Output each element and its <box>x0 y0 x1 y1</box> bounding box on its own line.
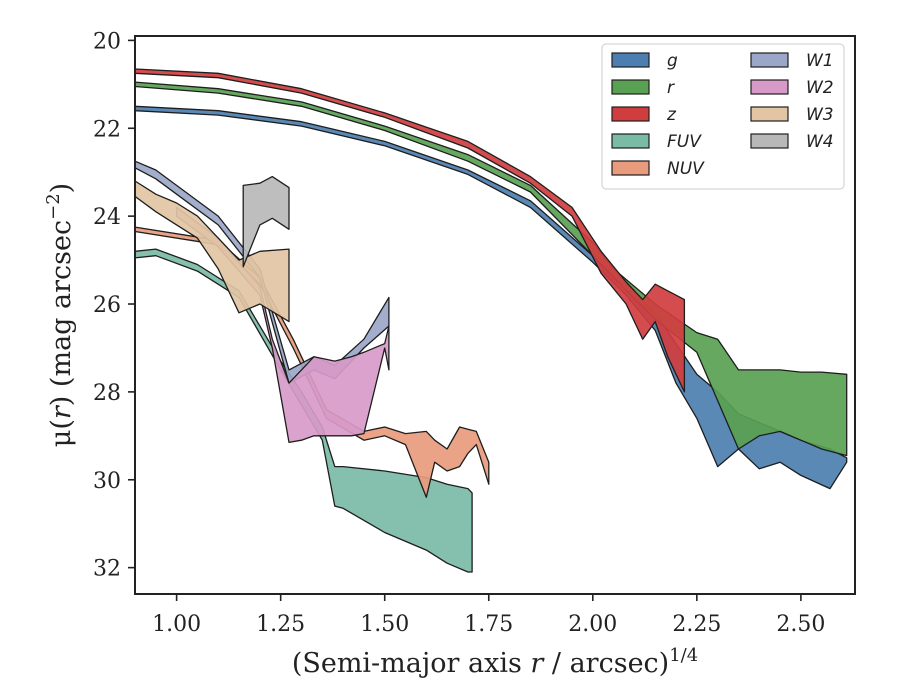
legend-swatch <box>750 106 789 122</box>
x-tick-label: 1.75 <box>464 612 513 637</box>
legend-swatch <box>611 52 650 68</box>
y-tick-label: 20 <box>93 29 121 54</box>
legend-label: z <box>666 105 677 125</box>
y-tick-label: 22 <box>93 117 121 142</box>
legend-label: NUV <box>667 159 705 179</box>
legend-label: g <box>667 51 678 71</box>
band-r <box>134 81 848 457</box>
x-axis: 1.00 1.25 1.50 1.75 2.00 2.25 2.50 <box>152 594 825 637</box>
x-tick-label: 2.00 <box>568 612 617 637</box>
x-tick-label: 2.25 <box>672 612 721 637</box>
y-axis: 20 22 24 26 28 30 32 <box>93 29 135 582</box>
legend-swatch <box>611 160 650 176</box>
legend-label: W4 <box>806 132 834 152</box>
legend-swatch <box>750 133 789 149</box>
legend-swatch <box>611 133 650 149</box>
legend-label: W1 <box>806 51 834 71</box>
y-tick-label: 24 <box>93 205 121 230</box>
series-bands <box>134 68 848 573</box>
x-tick-label: 1.25 <box>256 612 305 637</box>
legend-label: W2 <box>806 78 834 98</box>
legend: grz FUV NUV W1 W2 W3 W4 <box>601 43 845 190</box>
band-w4 <box>242 175 290 268</box>
y-tick-label: 28 <box>93 381 121 406</box>
y-axis-label: μ(r) (mag arcsec−2) <box>43 183 77 447</box>
x-tick-label: 1.50 <box>360 612 409 637</box>
y-tick-label: 32 <box>93 557 121 582</box>
legend-label: W3 <box>806 105 834 125</box>
legend-swatch <box>611 106 650 122</box>
legend-label: FUV <box>667 132 702 152</box>
plot-frame <box>134 35 856 595</box>
legend-label: r <box>667 78 675 98</box>
legend-swatch <box>750 79 789 95</box>
x-tick-label: 2.50 <box>776 612 825 637</box>
legend-swatch <box>611 79 650 95</box>
y-tick-label: 30 <box>93 469 121 494</box>
band-z <box>134 68 686 393</box>
band-w2 <box>175 206 390 444</box>
x-axis-label: (Semi-major axis r / arcsec)1/4 <box>292 645 698 679</box>
legend-swatch <box>750 52 789 68</box>
y-tick-label: 26 <box>93 293 121 318</box>
band-w3 <box>134 180 290 323</box>
x-tick-label: 1.00 <box>152 612 201 637</box>
